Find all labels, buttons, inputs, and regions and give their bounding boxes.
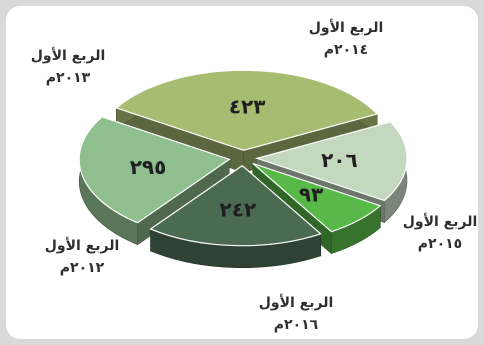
- category-label-1: الربع الأول ٢٠١٤م: [309, 19, 384, 58]
- value-label-1: ٤٢٣: [229, 94, 266, 118]
- pie-slice-3: [252, 162, 382, 233]
- category-label-5: الربع الأول ٢٠١٣م: [31, 47, 106, 86]
- pie-slice-1: [115, 69, 379, 151]
- pie-slice-5: [78, 116, 231, 224]
- value-label-4: ٢٤٢: [220, 198, 257, 222]
- pie-slice-4: [149, 164, 322, 247]
- category-label-3: الربع الأول ٢٠١٦م: [259, 294, 334, 333]
- value-label-3: ٩٣: [299, 183, 323, 207]
- category-label-2: الربع الأول ٢٠١٥م: [403, 213, 478, 252]
- value-label-2: ٢٠٦: [321, 148, 358, 172]
- category-label-4: الربع الأول ٢٠١٢م: [45, 237, 120, 276]
- pie-slice-2: [254, 121, 408, 202]
- value-label-5: ٢٩٥: [130, 155, 167, 179]
